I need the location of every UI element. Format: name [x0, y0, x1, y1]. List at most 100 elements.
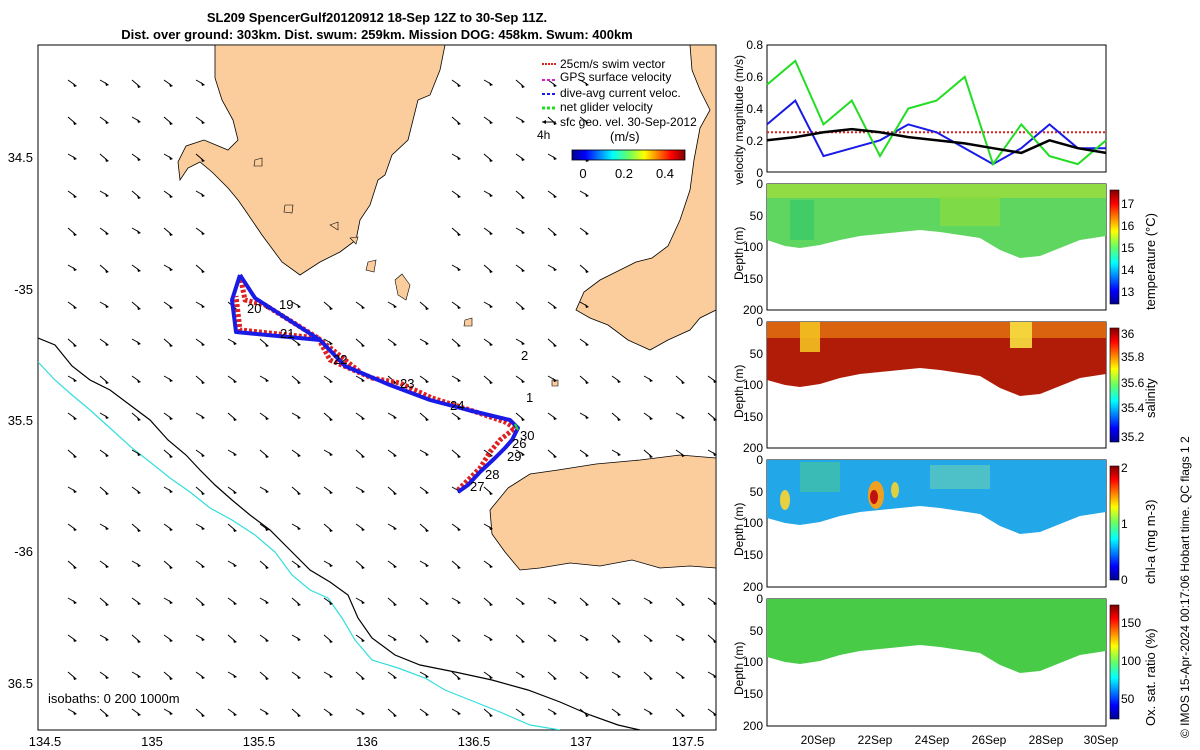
depth-tick: 0: [756, 453, 763, 467]
map-ytick: 36.5: [8, 676, 33, 691]
current-arrow: [387, 449, 397, 457]
current-arrow: [675, 634, 685, 641]
current-arrow: [515, 634, 525, 643]
current-arrow: [323, 338, 333, 345]
current-arrow: [515, 153, 525, 161]
map-xtick: 135: [141, 734, 163, 749]
velocity-series-line: [766, 59, 1107, 167]
current-arrow: [451, 634, 461, 642]
temperature-colorbar: [1109, 189, 1120, 305]
current-arrow: [323, 708, 333, 716]
current-arrow: [387, 412, 397, 419]
current-arrow: [451, 449, 461, 458]
temperature-panel: 17 16 15 14 13 temperature (°C): [766, 183, 1158, 311]
current-arrow: [547, 412, 557, 420]
current-arrow: [291, 634, 301, 641]
velocity-lines: [766, 59, 1107, 167]
current-arrow: [67, 227, 77, 236]
current-arrow: [67, 708, 77, 715]
current-arrow: [163, 227, 173, 236]
current-arrow: [259, 708, 269, 715]
current-arrow: [515, 708, 525, 716]
ox-cb-tick: 150: [1121, 616, 1141, 630]
current-arrow: [419, 375, 429, 383]
track-label: 30: [520, 428, 534, 443]
current-arrow: [323, 375, 333, 383]
current-arrow: [483, 708, 493, 717]
current-arrow: [611, 634, 621, 643]
current-arrow: [707, 671, 717, 678]
current-arrow: [643, 449, 653, 458]
current-arrow: [483, 375, 493, 384]
current-arrow: [515, 338, 525, 345]
current-arrow: [451, 79, 461, 87]
land-yorke-peninsula: [575, 45, 716, 351]
sal-cb-tick: 35.8: [1121, 350, 1145, 364]
current-arrow: [611, 412, 621, 421]
current-arrow: [163, 116, 173, 125]
current-arrow: [387, 338, 397, 346]
current-arrow: [451, 301, 461, 309]
current-arrow: [419, 671, 429, 678]
current-arrow: [323, 560, 333, 567]
depth-tick: 50: [750, 209, 764, 223]
map-y-axis: 34.5 -35 35.5 -36 36.5: [8, 150, 33, 691]
vel-ylabel: velocity magnitude (m/s): [732, 55, 746, 185]
current-arrow: [291, 301, 301, 308]
current-arrow: [419, 338, 429, 345]
current-arrow: [163, 671, 173, 680]
current-arrow: [643, 375, 653, 382]
chart-title-line2: Dist. over ground: 303km. Dist. swum: 25…: [121, 27, 633, 42]
current-arrow: [163, 153, 173, 160]
current-arrow: [675, 375, 685, 384]
depth-tick: 50: [750, 485, 764, 499]
map-xtick: 134.5: [29, 734, 62, 749]
chla-section: [767, 460, 1106, 534]
track-label: 24: [450, 398, 464, 413]
current-arrow: [195, 190, 205, 197]
current-arrow: [515, 597, 525, 605]
temperature-patch: [790, 200, 814, 240]
map-ytick: -35: [14, 282, 33, 297]
current-arrow: [643, 634, 653, 642]
velocity-axes: [766, 44, 1107, 173]
current-arrow: [259, 338, 269, 347]
time-xtick: 22Sep: [858, 733, 893, 747]
sal-cb-tick: 35.4: [1121, 401, 1145, 415]
current-arrow: [419, 708, 429, 716]
current-arrow: [483, 560, 493, 568]
current-arrow: [643, 671, 653, 680]
current-arrow: [579, 708, 589, 717]
current-arrow: [707, 449, 717, 456]
depth-tick: 200: [743, 719, 763, 733]
time-xtick: 30Sep: [1084, 733, 1119, 747]
current-arrow: [387, 301, 397, 308]
current-arrow: [131, 449, 141, 456]
current-arrow: [163, 412, 173, 420]
current-arrow: [99, 634, 109, 641]
current-arrow: [675, 449, 685, 457]
current-arrow: [227, 634, 237, 643]
ox-cb-tick: 100: [1121, 654, 1141, 668]
depth-ylabel: Depth (m): [732, 642, 746, 695]
current-arrow: [195, 79, 205, 86]
time-xtick: 20Sep: [801, 733, 836, 747]
current-arrow: [259, 671, 269, 680]
legend-label: GPS surface velocity: [560, 70, 671, 84]
current-arrow: [355, 301, 365, 309]
current-arrow: [675, 597, 685, 606]
map-panel: 19 20 21 22 23 24 1 2 30 26 29 28 27 134…: [8, 44, 717, 749]
current-arrow: [643, 708, 653, 715]
current-arrow: [547, 190, 557, 198]
current-arrow: [227, 708, 237, 716]
current-arrow: [547, 375, 557, 382]
current-arrow: [195, 671, 205, 679]
current-arrow: [579, 264, 589, 273]
current-arrow: [451, 412, 461, 420]
current-arrow: [99, 338, 109, 346]
current-arrow: [451, 116, 461, 125]
current-arrow: [99, 153, 109, 162]
current-arrow: [515, 264, 525, 272]
current-arrow: [227, 523, 237, 532]
current-arrow: [515, 671, 525, 678]
